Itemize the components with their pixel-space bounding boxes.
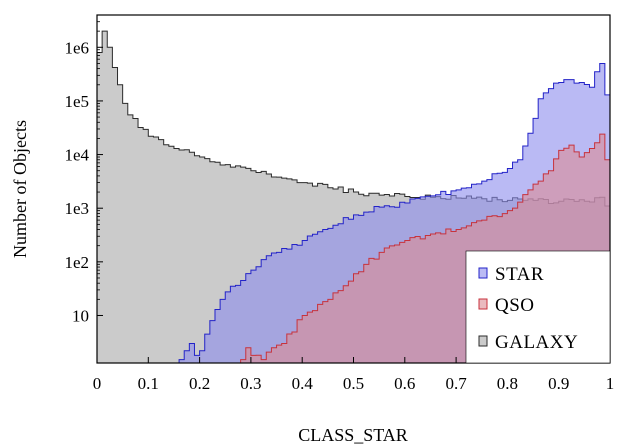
legend-box (465, 250, 611, 364)
legend-item-galaxy: GALAXY (478, 332, 578, 353)
x-tick-label: 0.6 (394, 374, 415, 393)
x-tick-label: 1 (606, 374, 615, 393)
legend-label-star: STAR (495, 264, 544, 285)
x-tick-label: 0 (93, 374, 102, 393)
x-tick-label: 0.5 (343, 374, 364, 393)
x-axis-label: CLASS_STAR (298, 425, 408, 444)
legend-label-galaxy: GALAXY (495, 332, 578, 353)
y-tick-label: 1e3 (64, 199, 89, 218)
legend-swatch-qso (478, 298, 488, 310)
y-tick-label: 1e6 (64, 38, 89, 57)
x-tick-label: 0.3 (240, 374, 261, 393)
y-tick-label: 1e2 (64, 253, 89, 272)
legend-swatch-galaxy (478, 335, 488, 347)
x-tick-label: 0.7 (445, 374, 467, 393)
x-tick-label: 0.2 (189, 374, 210, 393)
legend-label-qso: QSO (495, 295, 535, 316)
x-tick-label: 0.4 (292, 374, 314, 393)
y-tick-label: 10 (72, 306, 89, 325)
x-tick-label: 0.1 (138, 374, 159, 393)
y-tick-label: 1e5 (64, 92, 89, 111)
x-tick-label: 0.8 (497, 374, 518, 393)
x-tick-label: 0.9 (548, 374, 569, 393)
y-tick-label: 1e4 (64, 146, 89, 165)
y-axis-label: Number of Objects (10, 120, 30, 258)
legend-item-qso: QSO (478, 295, 535, 316)
ticks-layer: 0 0.1 0.2 0.3 0.4 0.5 0.6 0.7 0.8 0.9 1 10 1e2 1e3 1e4… (64, 14, 615, 393)
legend-swatch-star (478, 267, 488, 279)
legend: STAR QSO GALAXY (465, 250, 611, 364)
legend-item-star: STAR (478, 264, 544, 285)
